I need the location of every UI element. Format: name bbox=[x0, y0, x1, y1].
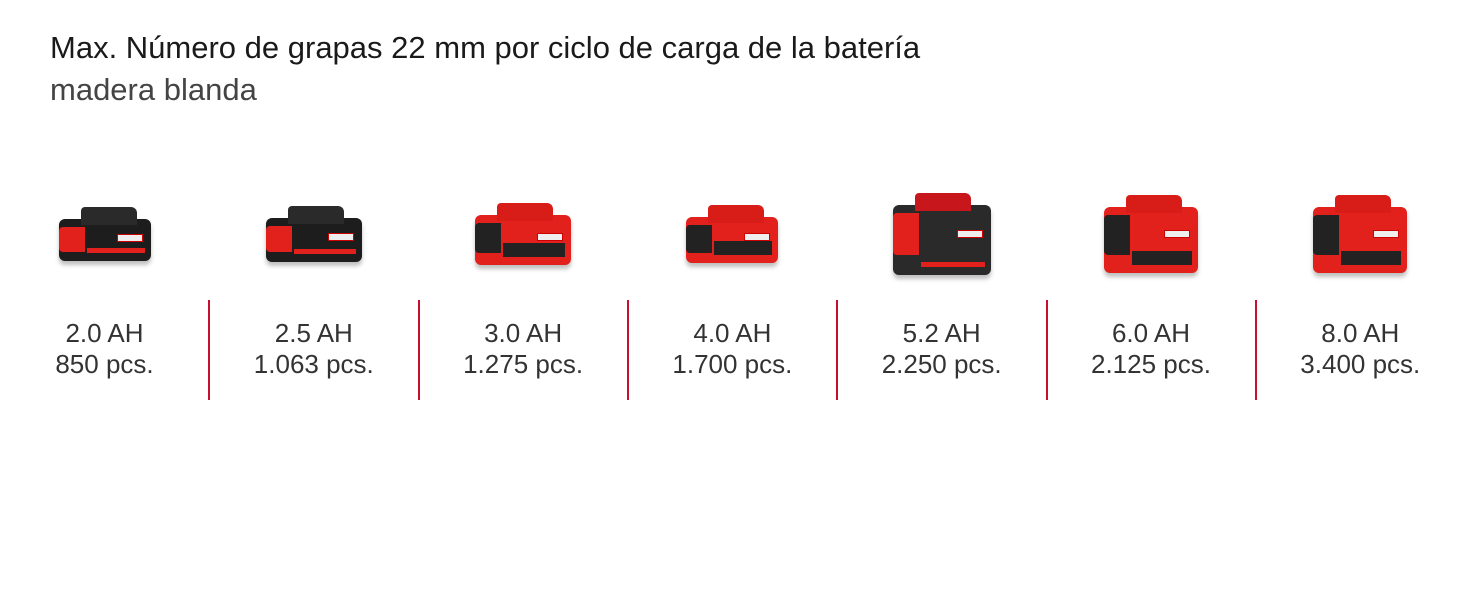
page-subtitle: madera blanda bbox=[50, 72, 257, 107]
battery-image-wrap bbox=[419, 190, 628, 290]
battery-capacity: 6.0 AH bbox=[1111, 318, 1191, 348]
column-divider bbox=[626, 300, 629, 400]
battery-column: 4.0 AH 1.700 pcs. bbox=[628, 190, 837, 380]
battery-capacity: 8.0 AH bbox=[1321, 318, 1400, 348]
battery-image-wrap bbox=[1256, 190, 1464, 290]
staple-count: 1.275 pcs. bbox=[463, 349, 584, 379]
battery-column: 3.0 AH 1.275 pcs. bbox=[419, 190, 628, 380]
column-divider bbox=[417, 300, 420, 400]
battery-pack-icon bbox=[58, 207, 151, 261]
staple-count: 1.700 pcs. bbox=[672, 349, 793, 379]
battery-image-wrap bbox=[837, 190, 1046, 290]
staple-count: 1.063 pcs. bbox=[253, 349, 374, 379]
column-divider bbox=[836, 300, 839, 400]
column-divider bbox=[1254, 300, 1257, 400]
battery-info: 2.0 AH 850 pcs. bbox=[0, 318, 209, 380]
battery-image-wrap bbox=[209, 190, 418, 290]
battery-capacity: 5.2 AH bbox=[902, 318, 981, 348]
staple-count: 2.250 pcs. bbox=[881, 349, 1002, 379]
battery-column: 5.2 AH 2.250 pcs. bbox=[837, 190, 1046, 380]
battery-pack-icon bbox=[686, 205, 779, 263]
staple-count: 3.400 pcs. bbox=[1300, 349, 1421, 379]
battery-pack-icon bbox=[1313, 195, 1408, 273]
battery-pack-icon bbox=[892, 193, 991, 275]
battery-pack-icon bbox=[265, 206, 362, 262]
battery-info: 2.5 AH 1.063 pcs. bbox=[209, 318, 418, 380]
battery-image-wrap bbox=[0, 190, 209, 290]
battery-capacity: 2.0 AH bbox=[65, 318, 144, 348]
battery-column: 8.0 AH 3.400 pcs. bbox=[1256, 190, 1464, 380]
battery-pack-icon bbox=[1104, 195, 1198, 273]
battery-pack-icon bbox=[475, 203, 572, 265]
column-divider bbox=[208, 300, 211, 400]
battery-info: 8.0 AH 3.400 pcs. bbox=[1256, 318, 1464, 380]
battery-image-wrap bbox=[628, 190, 837, 290]
staple-count: 2.125 pcs. bbox=[1091, 349, 1211, 379]
battery-image-wrap bbox=[1047, 190, 1256, 290]
staple-count: 850 pcs. bbox=[55, 349, 154, 379]
battery-column: 6.0 AH 2.125 pcs. bbox=[1047, 190, 1256, 380]
battery-info: 3.0 AH 1.275 pcs. bbox=[419, 318, 628, 380]
battery-column: 2.0 AH 850 pcs. bbox=[0, 190, 209, 380]
battery-info: 4.0 AH 1.700 pcs. bbox=[628, 318, 837, 380]
battery-capacity: 3.0 AH bbox=[484, 318, 563, 348]
page-title: Max. Número de grapas 22 mm por ciclo de… bbox=[50, 30, 921, 65]
battery-capacity: 4.0 AH bbox=[693, 318, 772, 348]
battery-info: 6.0 AH 2.125 pcs. bbox=[1047, 318, 1256, 380]
battery-capacity: 2.5 AH bbox=[274, 318, 353, 348]
battery-column: 2.5 AH 1.063 pcs. bbox=[209, 190, 418, 380]
column-divider bbox=[1045, 300, 1048, 400]
battery-info: 5.2 AH 2.250 pcs. bbox=[837, 318, 1046, 380]
